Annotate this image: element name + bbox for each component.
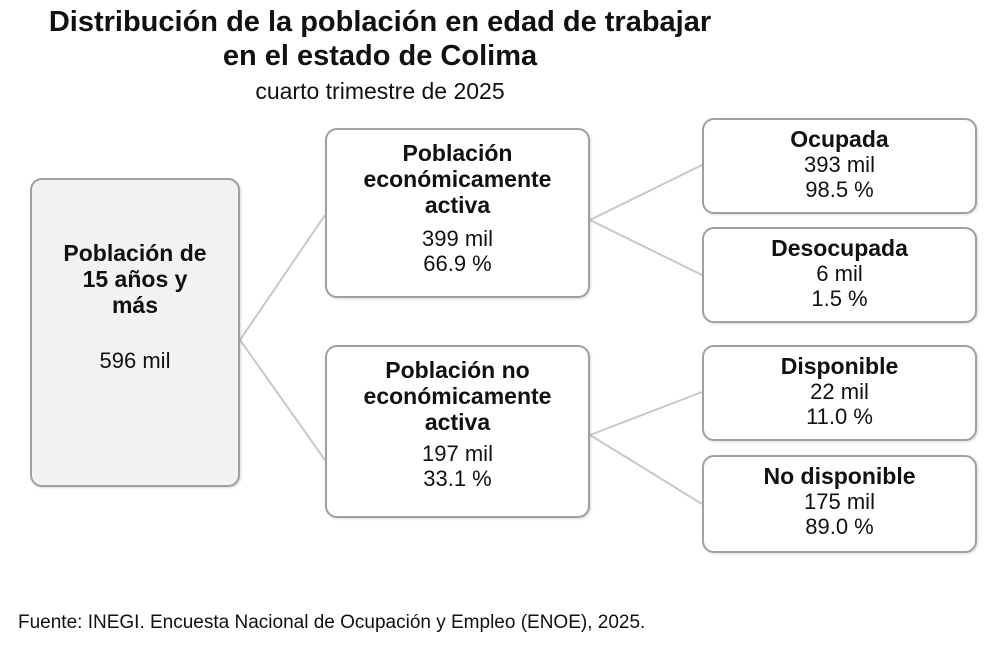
node-percent: 66.9 % [423,251,492,276]
node-label: Población no [385,357,530,383]
node-label: económicamente [363,166,552,192]
node-label: Población [402,140,513,166]
node-value: 393 mil [804,152,875,177]
node-label: económicamente [363,383,552,409]
node-poblacion-15-mas: Población de 15 años y más 596 mil [30,178,240,487]
node-no-disponible: No disponible 175 mil 89.0 % [702,455,977,553]
connector-pea-ocupada [589,164,703,221]
node-label: más [111,292,159,318]
title-line-2: en el estado de Colima [222,40,538,72]
node-value: 596 mil [99,348,171,373]
connector-pnea-disponible [589,391,703,436]
node-disponible: Disponible 22 mil 11.0 % [702,345,977,441]
node-value: 197 mil [422,441,493,466]
connector-root-pnea [239,339,326,461]
node-label: Desocupada [771,235,908,261]
source-note: Fuente: INEGI. Encuesta Nacional de Ocup… [18,612,646,633]
node-label: Ocupada [790,126,889,152]
node-pnea: Población no económicamente activa 197 m… [325,345,590,518]
connector-pnea-nodisponible [589,434,703,505]
node-ocupada: Ocupada 393 mil 98.5 % [702,118,977,214]
connector-pea-desocupada [589,219,703,276]
node-label: Población de [63,240,207,266]
node-label: activa [424,409,491,435]
connector-root-pea [239,214,326,341]
node-percent: 98.5 % [805,177,874,202]
title-line-1: Distribución de la población en edad de … [48,6,712,38]
node-value: 6 mil [816,261,863,286]
node-pea: Población económicamente activa 399 mil … [325,128,590,298]
node-label: activa [424,192,491,218]
node-desocupada: Desocupada 6 mil 1.5 % [702,227,977,323]
node-percent: 89.0 % [805,514,874,539]
subtitle: cuarto trimestre de 2025 [255,78,505,104]
node-value: 175 mil [804,489,875,514]
node-label: No disponible [763,463,916,489]
node-label: Disponible [780,353,899,379]
node-value: 22 mil [810,379,869,404]
node-label: 15 años y [82,266,188,292]
node-percent: 33.1 % [423,466,492,491]
node-percent: 1.5 % [811,286,868,311]
node-percent: 11.0 % [806,404,873,429]
node-value: 399 mil [422,226,493,251]
